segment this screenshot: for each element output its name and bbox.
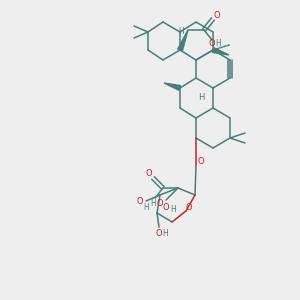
Text: H: H xyxy=(170,206,176,214)
Text: O: O xyxy=(137,196,143,206)
Text: H: H xyxy=(162,230,168,238)
Text: O: O xyxy=(157,200,163,208)
Text: H: H xyxy=(150,200,156,208)
Text: O: O xyxy=(209,38,215,47)
Text: O: O xyxy=(156,230,162,238)
Text: O: O xyxy=(163,202,169,211)
Text: H: H xyxy=(215,38,221,47)
Polygon shape xyxy=(212,48,229,55)
Text: H: H xyxy=(143,202,149,211)
Text: H: H xyxy=(178,26,184,35)
Text: O: O xyxy=(198,158,204,166)
Text: O: O xyxy=(214,11,220,20)
Text: H: H xyxy=(198,94,205,103)
Polygon shape xyxy=(178,30,188,51)
Polygon shape xyxy=(164,83,181,90)
Text: O: O xyxy=(186,203,192,212)
Text: O: O xyxy=(146,169,152,178)
